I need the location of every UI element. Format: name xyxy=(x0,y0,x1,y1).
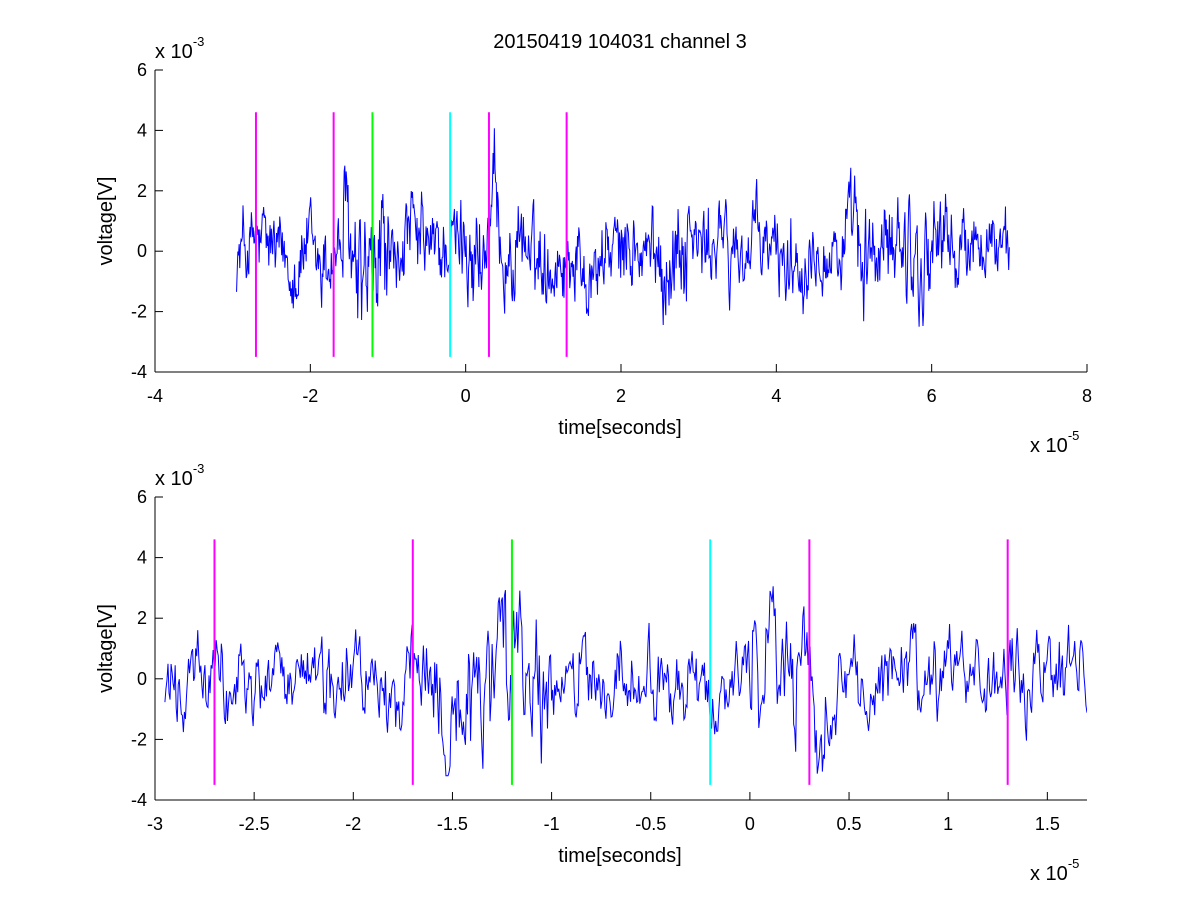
x-tick-label: 2 xyxy=(616,386,626,406)
x-tick-label: 0 xyxy=(745,814,755,834)
y-exponent-label: x 10-3 xyxy=(155,34,204,63)
y-tick-label: 2 xyxy=(137,181,147,201)
y-tick-label: 6 xyxy=(137,487,147,507)
x-axis-label: time[seconds] xyxy=(558,845,681,867)
y-tick-label: -2 xyxy=(131,729,147,749)
bottom-plot: -3 -2.5 -2 -1.5 -1 -0.5 0 0.5 1 1.5 -4 -2 0 2 4 6 time[s… xyxy=(95,461,1087,885)
y-tick-label: 0 xyxy=(137,241,147,261)
y-tick-label: 0 xyxy=(137,669,147,689)
y-tick-label: -4 xyxy=(131,790,147,810)
y-tick-label: -4 xyxy=(131,362,147,382)
y-tick-label: 2 xyxy=(137,608,147,628)
y-tick-label: -2 xyxy=(131,302,147,322)
x-tick-label: 0 xyxy=(461,386,471,406)
y-axis-label: voltage[V] xyxy=(95,177,117,266)
y-tick-label: 4 xyxy=(137,548,147,568)
x-exponent-label: x 10-5 xyxy=(1030,428,1079,457)
x-tick-label: -0.5 xyxy=(635,814,666,834)
x-tick-label: -2.5 xyxy=(239,814,270,834)
x-tick-label: -1.5 xyxy=(437,814,468,834)
x-exponent-label: x 10-5 xyxy=(1030,856,1079,885)
top-plot: -4 -2 0 2 4 6 8 -4 -2 0 2 4 6 time[seconds] voltage[V]… xyxy=(95,34,1092,457)
x-tick-label: -2 xyxy=(345,814,361,834)
x-tick-label: -2 xyxy=(302,386,318,406)
x-tick-label: -1 xyxy=(544,814,560,834)
x-tick-label: 8 xyxy=(1082,386,1092,406)
x-tick-label: 1.5 xyxy=(1035,814,1060,834)
x-tick-label: 0.5 xyxy=(837,814,862,834)
chart-title: 20150419 104031 channel 3 xyxy=(493,31,747,53)
x-tick-label: 4 xyxy=(771,386,781,406)
y-tick-label: 4 xyxy=(137,120,147,140)
x-tick-label: 1 xyxy=(943,814,953,834)
x-tick-label: -3 xyxy=(147,814,163,834)
y-exponent-label: x 10-3 xyxy=(155,461,204,490)
signal-series-line xyxy=(236,128,1010,327)
x-tick-label: 6 xyxy=(927,386,937,406)
x-axis-label: time[seconds] xyxy=(558,417,681,439)
x-tick-label: -4 xyxy=(147,386,163,406)
signal-series-line xyxy=(164,586,1087,777)
y-axis-label: voltage[V] xyxy=(95,604,117,693)
y-tick-label: 6 xyxy=(137,60,147,80)
